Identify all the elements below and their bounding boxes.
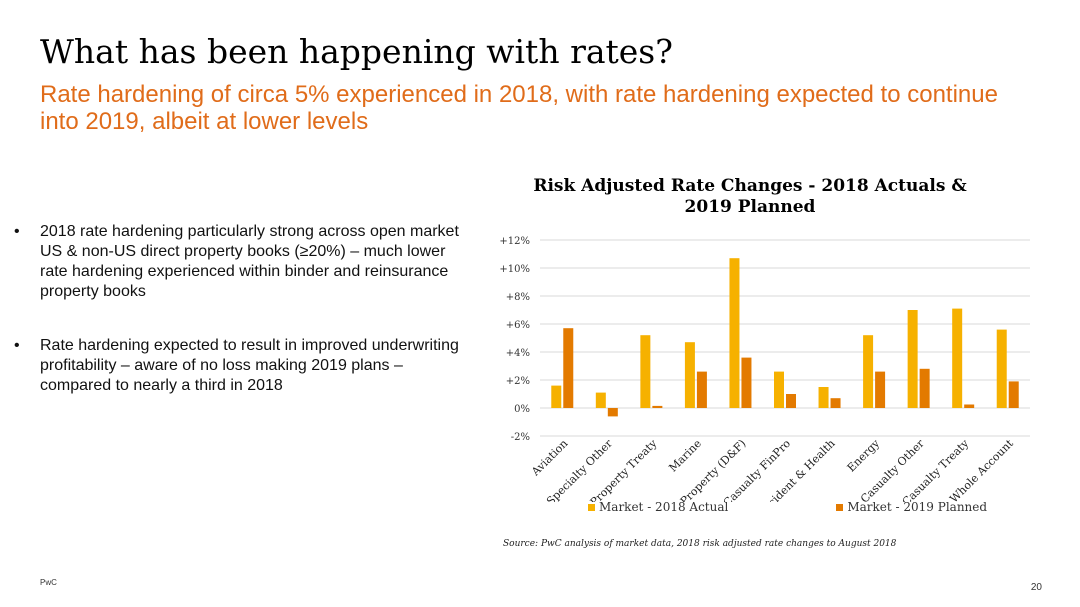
bar-2019	[652, 405, 663, 408]
x-category-label: Marine	[666, 437, 704, 475]
bar-2018	[996, 329, 1007, 408]
bullet-item: • 2018 rate hardening particularly strong…	[14, 222, 469, 302]
slide-subtitle: Rate hardening of circa 5% experienced i…	[40, 81, 998, 135]
bullet-list: • 2018 rate hardening particularly strong…	[14, 222, 469, 430]
bar-2019	[919, 368, 930, 408]
bar-2018	[640, 335, 651, 408]
bar-2018	[595, 392, 606, 408]
bullet-item: • Rate hardening expected to result in im…	[14, 336, 469, 396]
y-tick-label: +8%	[506, 292, 530, 303]
bar-2019	[563, 328, 574, 408]
chart-legend: Market - 2018 Actual Market - 2019 Plann…	[588, 500, 987, 514]
legend-label-2018: Market - 2018 Actual	[599, 500, 729, 514]
slide-title: What has been happening with rates?	[40, 32, 673, 71]
bar-2018	[551, 385, 562, 408]
bar-2018	[818, 387, 829, 408]
bar-2019	[607, 408, 618, 417]
x-category-label: Energy	[845, 436, 883, 474]
bar-2018	[907, 310, 918, 408]
rate-changes-chart: -2%0%+2%+4%+6%+8%+10%+12%AviationSpecial…	[499, 236, 1030, 502]
bar-2019	[1008, 381, 1019, 408]
page-number: 20	[1030, 582, 1042, 593]
x-category-label: Aviation	[528, 437, 570, 479]
bullet-marker: •	[14, 223, 20, 240]
bar-2019	[786, 394, 796, 408]
bullet-text: Rate hardening expected to result in imp…	[40, 337, 459, 394]
legend-label-2019: Market - 2019 Planned	[847, 500, 988, 514]
y-tick-label: +4%	[506, 348, 530, 359]
legend-item-2019: Market - 2019 Planned	[836, 500, 987, 514]
bullet-marker: •	[14, 337, 20, 354]
legend-swatch-2019	[836, 503, 844, 511]
bar-2019	[964, 404, 975, 408]
bullet-text: 2018 rate hardening particularly strong …	[40, 223, 459, 300]
source-note: Source: PwC analysis of market data, 201…	[503, 539, 897, 549]
bar-2018	[774, 371, 784, 408]
y-tick-label: +12%	[499, 236, 530, 247]
bar-2019	[875, 371, 886, 408]
bar-2018	[863, 335, 874, 408]
legend-swatch-2018	[588, 503, 595, 511]
brand-footer: PwC	[40, 578, 57, 587]
y-tick-label: +2%	[506, 376, 530, 387]
bar-2019	[741, 357, 752, 408]
bar-2018	[952, 308, 963, 408]
bar-2019	[830, 398, 841, 408]
bar-2018	[729, 258, 740, 408]
bar-2018	[684, 342, 695, 408]
chart-title: Risk Adjusted Rate Changes - 2018 Actual…	[533, 176, 967, 217]
legend-item-2018: Market - 2018 Actual	[588, 500, 728, 514]
y-tick-label: 0%	[514, 404, 530, 415]
y-tick-label: +6%	[506, 320, 530, 331]
bar-2019	[696, 371, 707, 408]
y-tick-label: +10%	[499, 264, 530, 275]
y-tick-label: -2%	[511, 432, 530, 443]
